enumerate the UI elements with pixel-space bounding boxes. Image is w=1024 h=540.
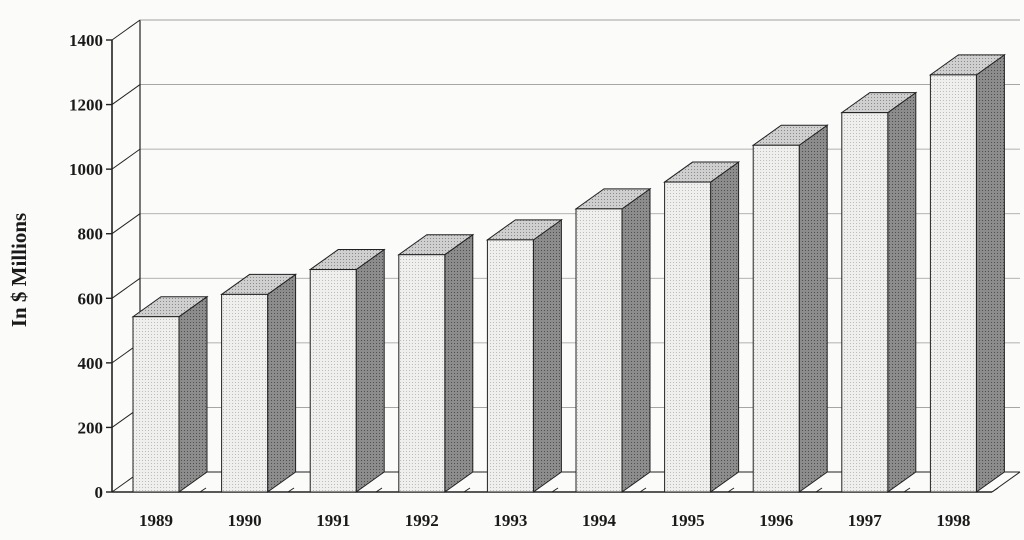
- bar-1995: [663, 161, 741, 493]
- x-tick-mark: [903, 487, 911, 493]
- x-tick-mark: [639, 487, 647, 493]
- x-tick-mark: [727, 487, 735, 493]
- bar-side-face: [621, 187, 651, 493]
- x-tick-label: 1994: [582, 511, 617, 530]
- y-tick-label: 0: [95, 483, 104, 502]
- bar-side-face: [355, 248, 385, 493]
- x-tick-label: 1997: [848, 511, 883, 530]
- y-tick-labels: 0 200 400 600 800 1000 1200 1400: [69, 31, 103, 502]
- x-tick-mark: [463, 487, 471, 493]
- y-tick-label: 1400: [69, 31, 103, 50]
- y-axis-label: In $ Millions: [7, 213, 31, 327]
- x-tick-mark: [991, 487, 999, 493]
- bar-side-face: [798, 124, 828, 493]
- bar-1994: [574, 187, 652, 493]
- bar-side-face: [710, 161, 740, 493]
- x-tick-label: 1991: [316, 511, 350, 530]
- bar-side-face: [532, 218, 562, 493]
- bars: [131, 53, 1006, 493]
- x-tick-label: 1998: [936, 511, 970, 530]
- bar-side-face: [975, 53, 1005, 493]
- bar-side-face: [444, 233, 474, 493]
- bar-1998: [928, 53, 1006, 493]
- x-tick-label: 1990: [228, 511, 262, 530]
- x-tick-mark: [287, 487, 295, 493]
- y-tick-label: 1200: [69, 96, 103, 115]
- y-tick-label: 600: [78, 289, 104, 308]
- bar-side-face: [267, 273, 297, 493]
- bar-1992: [397, 233, 475, 493]
- x-tick-label: 1993: [493, 511, 527, 530]
- x-tick-mark: [375, 487, 383, 493]
- bar-front-face: [486, 239, 534, 493]
- bar-side-face: [178, 295, 208, 493]
- bar-1996: [751, 124, 829, 493]
- bar-front-face: [132, 316, 180, 493]
- bar-front-face: [664, 181, 712, 493]
- bar-front-face: [841, 112, 889, 493]
- x-tick-label: 1992: [405, 511, 439, 530]
- bar-front-face: [309, 269, 357, 493]
- wall-tick-1200: [111, 84, 141, 105]
- x-tick-label: 1996: [759, 511, 793, 530]
- x-tick-label: 1989: [139, 511, 173, 530]
- bar-1990: [220, 273, 298, 493]
- x-tick-labels: 1989 1990 1991 1992 1993 1994 1995 1996 1997 1998: [139, 511, 970, 530]
- wall-tick-600: [111, 277, 141, 299]
- x-tick-mark: [199, 487, 207, 493]
- x-tick-mark: [551, 487, 559, 493]
- y-tick-label: 200: [78, 418, 104, 437]
- wall-tick-1000: [111, 148, 141, 170]
- bar-1997: [840, 91, 918, 493]
- bar-front-face: [929, 74, 977, 493]
- bar-front-face: [221, 293, 269, 493]
- bar-front-face: [398, 254, 446, 493]
- bar-front-face: [575, 208, 623, 493]
- bar-1993: [485, 218, 563, 493]
- bar-side-face: [887, 91, 917, 493]
- x-tick-mark: [815, 487, 823, 493]
- bar-1989: [131, 295, 209, 493]
- bar-1991: [308, 248, 386, 493]
- x-tick-label: 1995: [671, 511, 705, 530]
- y-tick-label: 800: [78, 225, 104, 244]
- bar-front-face: [752, 144, 800, 493]
- wall-tick-1400: [111, 19, 141, 41]
- wall-tick-800: [111, 213, 141, 235]
- y-tick-label: 1000: [69, 160, 103, 179]
- y-tick-label: 400: [78, 354, 104, 373]
